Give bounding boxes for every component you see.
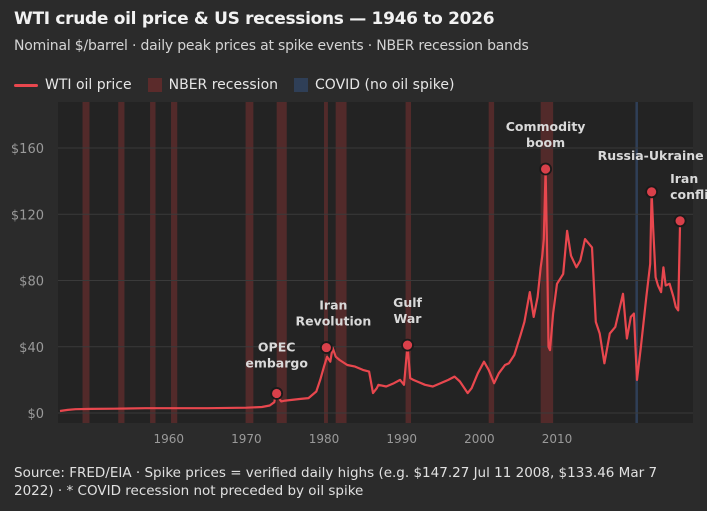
legend: WTI oil price NBER recession COVID (no o… — [14, 77, 470, 93]
legend-swatch-covid — [294, 78, 309, 92]
y-tick-label-0: $0 — [27, 407, 44, 422]
spike-marker-iran-conflict — [673, 214, 687, 228]
legend-label-oil-price: WTI oil price — [45, 77, 132, 93]
legend-item-covid: COVID (no oil spike) — [294, 77, 454, 93]
spike-marker-iran-revolution — [319, 341, 333, 354]
recession-band-2 — [150, 102, 156, 423]
legend-swatch-oil-price — [14, 83, 38, 87]
annotation-russia-ukraine: Russia-Ukraine — [598, 148, 704, 163]
recession-band-3 — [171, 102, 178, 423]
annotation-iran-revolution: Iran Revolution — [295, 298, 371, 329]
legend-item-oil-price: WTI oil price — [14, 77, 132, 93]
legend-label-nber-recession: NBER recession — [168, 77, 279, 93]
plot-background — [58, 102, 693, 423]
covid-recession-band — [635, 102, 638, 423]
legend-item-nber-recession: NBER recession — [147, 77, 279, 93]
x-tick-label-1: 1970 — [231, 432, 262, 446]
spike-marker-russia-ukraine — [645, 185, 658, 199]
recession-band-7 — [335, 102, 347, 423]
annotation-opec-embargo: OPEC embargo — [245, 339, 308, 370]
legend-swatch-nber-recession — [147, 78, 162, 92]
recession-band-9 — [488, 102, 495, 423]
spike-marker-gulf-war — [401, 338, 414, 352]
x-tick-label-2: 1980 — [309, 432, 340, 446]
recession-band-1 — [118, 102, 125, 423]
annotation-iran-conflict: Iran confli — [670, 171, 707, 202]
recession-band-5 — [276, 102, 287, 423]
y-tick-label-1: $40 — [19, 341, 44, 356]
recession-band-8 — [405, 102, 412, 423]
spike-marker-opec-embargo — [270, 387, 284, 400]
recession-band-6 — [324, 102, 328, 423]
x-tick-label-0: 1960 — [153, 432, 184, 446]
y-tick-label-4: $160 — [11, 142, 44, 157]
x-tick-label-4: 2000 — [464, 432, 495, 446]
x-tick-label-5: 2010 — [542, 432, 573, 446]
recession-band-0 — [82, 102, 90, 423]
legend-label-covid: COVID (no oil spike) — [315, 77, 455, 93]
spike-marker-commodity-boom — [539, 162, 552, 176]
x-tick-label-3: 1990 — [386, 432, 417, 446]
y-tick-label-3: $120 — [11, 208, 44, 223]
recession-band-4 — [245, 102, 254, 423]
chart-title: WTI crude oil price & US recessions — 19… — [14, 9, 495, 29]
annotation-commodity-boom: Commodity boom — [506, 119, 586, 150]
annotation-gulf-war: Gulf War — [393, 295, 422, 326]
chart-subtitle: Nominal $/barrel · daily peak prices at … — [14, 38, 529, 54]
oil-price-line — [59, 167, 682, 413]
y-tick-label-2: $80 — [19, 275, 44, 290]
source-footnote: Source: FRED/EIA · Spike prices = verifi… — [14, 465, 658, 499]
